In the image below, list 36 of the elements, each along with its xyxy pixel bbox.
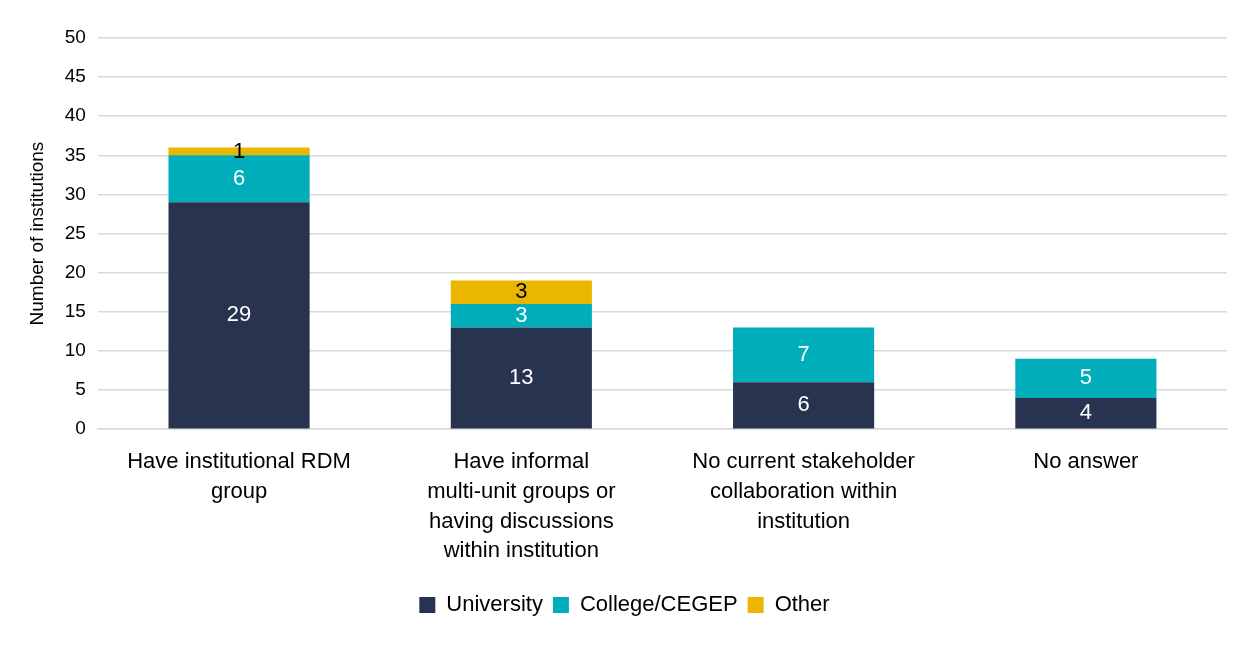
y-tick-label: 45 [64, 65, 86, 87]
y-tick-label: 5 [75, 378, 86, 400]
y-tick-label: 0 [75, 417, 86, 439]
y-tick-label: 50 [64, 26, 86, 48]
bar [733, 327, 875, 383]
data-label: 6 [232, 164, 246, 190]
bar [1015, 397, 1157, 429]
x-tick-label: Have institutional RDM group [127, 448, 351, 503]
y-tick-label: 20 [64, 260, 86, 282]
data-label: 29 [226, 301, 252, 327]
bar [450, 327, 592, 429]
bar [1015, 358, 1157, 398]
bar [450, 280, 592, 305]
y-tick-label: 25 [64, 221, 86, 243]
data-label: 6 [797, 391, 810, 417]
y-tick-label: 40 [64, 104, 86, 126]
x-tick-label: Have informal multi-unit groups or having discussions within institution [427, 448, 616, 563]
y-tick-label: 35 [64, 143, 86, 165]
x-tick-label: No current stakeholder collaboration within institution [692, 448, 915, 533]
data-label: 5 [1079, 364, 1092, 390]
data-label: 3 [515, 278, 528, 304]
bar [450, 304, 592, 328]
y-tick-label: 15 [64, 300, 86, 322]
y-axis-title: Number of institutions [25, 141, 47, 326]
bar [168, 202, 310, 429]
y-tick-label: 30 [64, 182, 86, 204]
legend-label: University [446, 591, 543, 617]
data-label: 3 [515, 301, 528, 327]
legend-label: Other [774, 591, 830, 617]
y-tick-label: 10 [64, 339, 86, 361]
bar [733, 382, 875, 429]
data-label: 4 [1079, 399, 1092, 425]
data-label: 7 [797, 340, 810, 366]
data-label: 13 [509, 364, 534, 390]
x-tick-label: No answer [1033, 448, 1139, 474]
legend-label: College/CEGEP [579, 591, 738, 617]
